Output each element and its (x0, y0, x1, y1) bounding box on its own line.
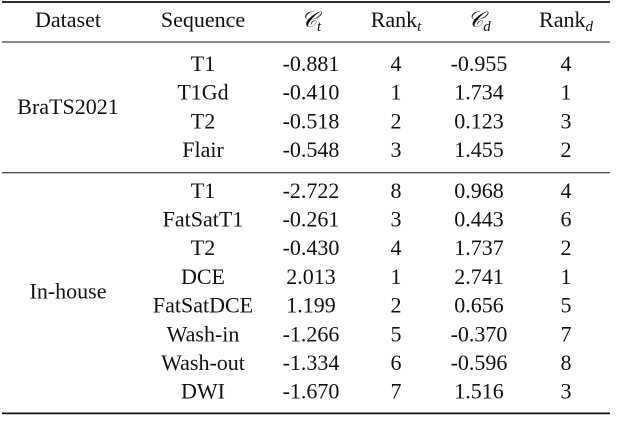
cell: 2.013 (286, 264, 336, 289)
header-cell: 𝒞d (467, 7, 491, 35)
cell: Flair (182, 137, 224, 162)
cell: -0.518 (283, 108, 340, 133)
cell: T1 (191, 178, 215, 203)
cell: 8 (391, 178, 402, 203)
cell: FatSatT1 (163, 207, 244, 232)
cell: 0.123 (454, 108, 504, 133)
cell: 1 (391, 80, 402, 105)
cell: T2 (191, 108, 215, 133)
cell: T1 (191, 51, 215, 76)
header-subscript: t (317, 19, 322, 35)
cell: Wash-in (167, 321, 240, 346)
header-text: Rank (539, 7, 585, 32)
cell: 0.443 (454, 207, 504, 232)
cell: 0.968 (454, 178, 504, 203)
dataset-label: In-house (30, 278, 107, 303)
cell: 1.734 (454, 80, 504, 105)
cell: 4 (391, 235, 402, 260)
cell: T2 (191, 235, 215, 260)
cell: FatSatDCE (153, 293, 253, 318)
cell: 2 (391, 108, 402, 133)
cell: -0.596 (451, 350, 508, 375)
cell: 7 (391, 379, 402, 404)
cell: DCE (181, 264, 225, 289)
header-cell: Rankt (371, 7, 422, 35)
cell: -0.370 (451, 321, 508, 346)
cell: Wash-out (161, 350, 245, 375)
cell: 2 (561, 137, 572, 162)
cell: -0.548 (283, 137, 340, 162)
cell: -0.430 (283, 235, 340, 260)
cell: -0.261 (283, 207, 340, 232)
header-subscript: d (585, 19, 593, 35)
header-text: Sequence (161, 7, 245, 32)
cell: 8 (561, 350, 572, 375)
cell: DWI (181, 379, 225, 404)
cell: 2 (561, 235, 572, 260)
cell: -1.266 (283, 321, 340, 346)
cell: T1Gd (177, 80, 228, 105)
cell: 3 (561, 379, 572, 404)
cell: 2 (391, 293, 402, 318)
header-cell: Dataset (35, 7, 101, 32)
cell: 3 (561, 108, 572, 133)
cell: 3 (391, 137, 402, 162)
cell: 3 (391, 207, 402, 232)
header-text: Rank (371, 7, 417, 32)
cell: 5 (391, 321, 402, 346)
cell: 1 (561, 264, 572, 289)
cell: -0.410 (283, 80, 340, 105)
header-subscript: t (417, 19, 422, 35)
cell: -0.881 (283, 51, 340, 76)
cell: 1.516 (454, 379, 504, 404)
cell: 2.741 (454, 264, 504, 289)
dataset-label: BraTS2021 (17, 94, 118, 119)
cell: 7 (561, 321, 572, 346)
header-text: Dataset (35, 7, 101, 32)
cell: -0.955 (451, 51, 508, 76)
cell: -2.722 (283, 178, 340, 203)
cell: 4 (561, 178, 572, 203)
cell: 1.737 (454, 235, 504, 260)
cell: -1.670 (283, 379, 340, 404)
header-cell: Rankd (539, 7, 593, 35)
cell: 4 (391, 51, 402, 76)
cell: 6 (561, 207, 572, 232)
cell: 1 (391, 264, 402, 289)
cell: 6 (391, 350, 402, 375)
cell: 0.656 (454, 293, 504, 318)
cell: 1 (561, 80, 572, 105)
cell: 1.199 (286, 293, 336, 318)
header-cell: Sequence (161, 7, 245, 32)
cell: 4 (561, 51, 572, 76)
header-subscript: d (483, 19, 491, 35)
cell: 1.455 (454, 137, 504, 162)
cell: -1.334 (283, 350, 340, 375)
cell: 5 (561, 293, 572, 318)
header-cell: 𝒞t (301, 7, 323, 35)
